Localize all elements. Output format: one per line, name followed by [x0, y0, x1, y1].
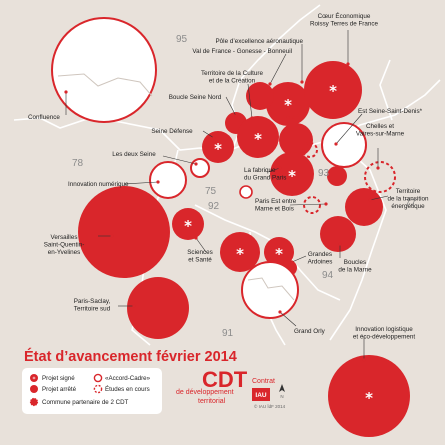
label-innovation-numerique: Innovation numérique	[68, 181, 129, 188]
label-boucle-seine-nord: Boucle Seine Nord	[169, 94, 222, 101]
circle-versailles-sqy[interactable]	[78, 186, 170, 278]
framework-circles	[51, 17, 367, 319]
legend-studies-symbol	[93, 384, 103, 394]
label-grandes-ardoines: Grandes Ardoines	[308, 251, 333, 266]
circle-chelles[interactable]	[364, 161, 396, 193]
circle-paris-saclay[interactable]	[127, 277, 189, 339]
legend-partner-label: Commune partenaire de 2 CDT	[42, 399, 129, 406]
star-fabrique: *	[288, 167, 296, 185]
dept-78: 78	[72, 158, 84, 169]
star-orly-north: *	[236, 245, 244, 263]
circle-innovation-logistique[interactable]	[328, 355, 410, 437]
circle-innovation-numerique[interactable]	[149, 161, 187, 199]
circle-study-3[interactable]	[303, 196, 321, 214]
circle-val-de-france[interactable]	[246, 82, 274, 110]
legend-partner-symbol	[29, 397, 39, 407]
label-paris-saclay: Paris-Saclay, Territoire sud	[74, 298, 111, 313]
study-circles	[282, 99, 396, 214]
iau-logo	[252, 388, 270, 401]
circle-transition-energetique[interactable]	[345, 188, 383, 226]
circle-grand-orly[interactable]	[241, 261, 299, 319]
signed-stars: * * * * * * * * *	[184, 82, 373, 407]
label-val-de-france: Val de France - Gonesse - Bonneuil	[192, 48, 292, 55]
cdt-sub-1: Contrat	[252, 378, 275, 385]
label-sciences-sante: Sciences et Santé	[187, 249, 213, 264]
label-versailles: Versailles Saint-Quentin-en-Yvelines	[44, 234, 85, 256]
legend-signed-star: *	[33, 376, 36, 383]
circle-culture-creation[interactable]	[237, 116, 279, 158]
legend-adopted-symbol	[30, 385, 38, 393]
circle-study-2[interactable]	[302, 142, 318, 158]
label-grand-orly: Grand Orly	[294, 328, 326, 335]
cdt-logo: CDT	[202, 367, 248, 392]
territory-labels: Confluence Cœur Économique Roissy Terres …	[28, 11, 429, 341]
circle-deux-seine[interactable]	[190, 158, 210, 178]
label-seine-defense: Seine Défense	[151, 128, 193, 135]
circle-paris-small[interactable]	[239, 185, 253, 199]
label-coeur-economique: Cœur Économique Roissy Terres de France	[310, 11, 379, 28]
leaders	[64, 30, 389, 362]
legend-framework-label: «Accord-Cadre»	[105, 375, 151, 382]
legend-signed-symbol	[30, 374, 38, 382]
circle-coeur-economique[interactable]	[304, 61, 362, 119]
legend: * Projet signé Projet arrêté «Accord-Cad…	[22, 368, 162, 414]
star-defense: *	[214, 140, 222, 158]
iau-logo-text: IAU	[255, 392, 267, 399]
circle-study-1[interactable]	[282, 99, 302, 119]
north-label: N	[280, 394, 283, 399]
cdt-brand: CDT Contrat de développement territorial…	[176, 367, 286, 409]
dept-93: 93	[318, 168, 330, 179]
dept-94: 94	[322, 270, 334, 281]
label-paris-est: Paris Est entre Marne et Bois	[255, 198, 297, 213]
circle-est-ssd-framework[interactable]	[321, 122, 367, 168]
dept-75: 75	[205, 186, 217, 197]
dept-91: 91	[222, 328, 234, 339]
legend-signed-label: Projet signé	[42, 375, 75, 382]
cdt-sub-3: territorial	[198, 398, 226, 405]
legend-adopted-label: Projet arrêté	[42, 386, 77, 393]
star-culture: *	[254, 130, 262, 148]
circle-grandes-ardoines[interactable]	[264, 237, 294, 267]
territory-circles	[78, 61, 410, 437]
circle-boucles-marne[interactable]	[320, 216, 356, 252]
circle-est-seine-saint-denis[interactable]	[279, 123, 313, 157]
star-sciences: *	[184, 217, 192, 235]
copyright: © IAU ÎdF 2014	[254, 403, 286, 409]
legend-framework-symbol	[93, 373, 103, 383]
circle-seine-defense[interactable]	[202, 131, 234, 163]
circle-sciences-sante[interactable]	[172, 208, 204, 240]
dept-95: 95	[176, 34, 188, 45]
label-culture-creation: Territoire de la Culture et de la Créatio…	[201, 70, 263, 85]
circle-paris-est[interactable]	[327, 166, 347, 186]
star-coeur: *	[329, 82, 337, 100]
label-transition-energetique: Territoire de la transition énergétique	[388, 188, 429, 210]
label-fabrique: La fabrique du Grand Paris	[244, 167, 286, 182]
star-logistique: *	[365, 389, 373, 407]
legend-box	[22, 368, 162, 414]
label-innovation-logistique: Innovation logistique et éco-développemen…	[353, 326, 416, 341]
label-est-seine-saint-denis: Est Seine-Saint-Denis*	[358, 108, 423, 115]
star-pole: *	[284, 96, 292, 114]
map-title: État d’avancement février 2014	[24, 348, 237, 365]
cdt-sub-2: de développement	[176, 389, 234, 396]
label-boucles-marne: Boucles de la Marne	[338, 259, 372, 274]
inner-boundaries	[57, 73, 295, 301]
circle-fabrique-grand-paris[interactable]	[270, 152, 314, 196]
label-confluence: Confluence	[28, 114, 60, 121]
north-arrow-icon	[279, 384, 285, 392]
label-pole-aeronautique: Pôle d’excellence aéronautique	[215, 38, 303, 45]
label-deux-seine: Les deux Seine	[112, 151, 156, 158]
label-chelles: Chelles et Vaires-sur-Marne	[356, 123, 405, 138]
dept-92: 92	[208, 201, 220, 212]
circle-grand-orly-north[interactable]	[220, 232, 260, 272]
star-ardoines: *	[275, 245, 283, 263]
circle-confluence[interactable]	[51, 17, 157, 123]
department-labels: 95 78 77 93 92 75 94 91	[72, 34, 417, 339]
legend-studies-label: Études en cours	[105, 386, 150, 393]
dept-77: 77	[405, 198, 417, 209]
